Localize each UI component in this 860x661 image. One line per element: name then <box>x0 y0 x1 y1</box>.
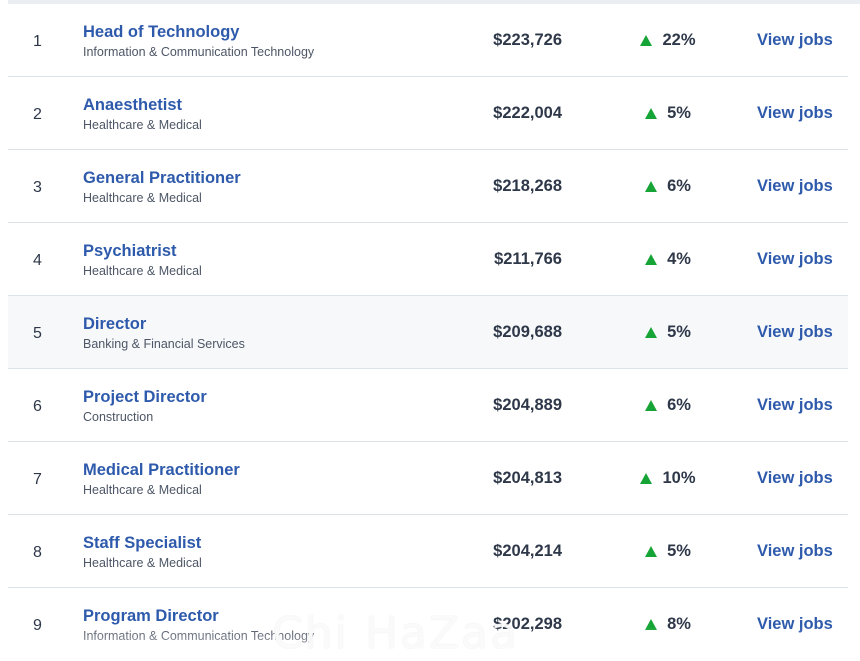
growth-percent: 22% <box>662 31 696 49</box>
up-arrow-icon <box>645 107 658 119</box>
view-jobs-link[interactable]: View jobs <box>757 250 833 268</box>
average-salary: $209,688 <box>493 323 562 341</box>
job-category: Healthcare & Medical <box>83 264 202 278</box>
view-jobs-link[interactable]: View jobs <box>757 104 833 122</box>
average-salary: $223,726 <box>493 31 562 49</box>
job-info: Psychiatrist Healthcare & Medical <box>83 241 423 279</box>
up-arrow-icon <box>645 545 658 557</box>
job-title-link[interactable]: Project Director <box>83 388 207 406</box>
table-row: 2 Anaesthetist Healthcare & Medical $222… <box>8 77 848 150</box>
up-arrow-icon <box>640 472 653 484</box>
rank-number: 2 <box>33 106 42 123</box>
average-salary: $204,813 <box>493 469 562 487</box>
growth-percent: 4% <box>667 250 691 268</box>
job-title-link[interactable]: Medical Practitioner <box>83 461 240 479</box>
rank-number: 3 <box>33 179 42 196</box>
view-jobs-link[interactable]: View jobs <box>757 615 833 633</box>
table-row: 5 Director Banking & Financial Services … <box>8 296 848 369</box>
job-category: Healthcare & Medical <box>83 118 202 132</box>
salary-growth: 10% <box>618 469 718 488</box>
job-title-link[interactable]: Psychiatrist <box>83 242 177 260</box>
job-info: Staff Specialist Healthcare & Medical <box>83 533 423 571</box>
table-row: 1 Head of Technology Information & Commu… <box>8 4 848 77</box>
growth-percent: 5% <box>667 542 691 560</box>
job-category: Information & Communication Technology <box>83 45 315 59</box>
job-category: Banking & Financial Services <box>83 337 245 351</box>
job-info: Director Banking & Financial Services <box>83 314 423 352</box>
growth-percent: 10% <box>662 469 696 487</box>
job-category: Healthcare & Medical <box>83 483 202 497</box>
job-info: Program Director Information & Communica… <box>83 606 423 644</box>
growth-percent: 8% <box>667 615 691 633</box>
salary-growth: 22% <box>618 31 718 50</box>
average-salary: $204,889 <box>493 396 562 414</box>
job-title-link[interactable]: General Practitioner <box>83 169 241 187</box>
view-jobs-link[interactable]: View jobs <box>757 469 833 487</box>
rank-number: 8 <box>33 544 42 561</box>
job-info: Head of Technology Information & Communi… <box>83 22 423 60</box>
job-title-link[interactable]: Director <box>83 315 147 333</box>
growth-percent: 5% <box>667 323 691 341</box>
table-row: 4 Psychiatrist Healthcare & Medical $211… <box>8 223 848 296</box>
growth-percent: 6% <box>667 396 691 414</box>
growth-percent: 6% <box>667 177 691 195</box>
job-category: Healthcare & Medical <box>83 191 202 205</box>
salary-growth: 5% <box>618 542 718 561</box>
job-info: Anaesthetist Healthcare & Medical <box>83 95 423 133</box>
job-title-link[interactable]: Anaesthetist <box>83 96 183 114</box>
rank-number: 9 <box>33 617 42 634</box>
average-salary: $222,004 <box>493 104 562 122</box>
average-salary: $211,766 <box>494 250 562 268</box>
salary-growth: 5% <box>618 104 718 123</box>
salary-growth: 4% <box>618 250 718 269</box>
job-category: Healthcare & Medical <box>83 556 202 570</box>
view-jobs-link[interactable]: View jobs <box>757 542 833 560</box>
job-category: Construction <box>83 410 154 424</box>
view-jobs-link[interactable]: View jobs <box>757 396 833 414</box>
table-row: 6 Project Director Construction $204,889… <box>8 369 848 442</box>
table-row: 9 Program Director Information & Communi… <box>8 588 848 661</box>
job-title-link[interactable]: Program Director <box>83 607 219 625</box>
average-salary: $218,268 <box>493 177 562 195</box>
up-arrow-icon <box>645 399 658 411</box>
up-arrow-icon <box>645 326 658 338</box>
job-category: Information & Communication Technology <box>83 629 315 643</box>
up-arrow-icon <box>645 253 658 265</box>
average-salary: $202,298 <box>493 615 562 633</box>
view-jobs-link[interactable]: View jobs <box>757 31 833 49</box>
salary-growth: 6% <box>618 177 718 196</box>
rank-number: 6 <box>33 398 42 415</box>
up-arrow-icon <box>640 34 653 46</box>
up-arrow-icon <box>645 618 658 630</box>
growth-percent: 5% <box>667 104 691 122</box>
view-jobs-link[interactable]: View jobs <box>757 323 833 341</box>
table-row: 3 General Practitioner Healthcare & Medi… <box>8 150 848 223</box>
rank-number: 7 <box>33 471 42 488</box>
job-title-link[interactable]: Head of Technology <box>83 23 240 41</box>
up-arrow-icon <box>645 180 658 192</box>
job-info: Medical Practitioner Healthcare & Medica… <box>83 460 423 498</box>
rank-number: 4 <box>33 252 42 269</box>
table-row: 8 Staff Specialist Healthcare & Medical … <box>8 515 848 588</box>
rank-number: 5 <box>33 325 42 342</box>
salary-growth: 8% <box>618 615 718 634</box>
job-info: Project Director Construction <box>83 387 423 425</box>
salary-table: 1 Head of Technology Information & Commu… <box>8 4 848 661</box>
rank-number: 1 <box>33 33 42 50</box>
average-salary: $204,214 <box>493 542 562 560</box>
table-top-edge <box>8 0 860 4</box>
view-jobs-link[interactable]: View jobs <box>757 177 833 195</box>
job-info: General Practitioner Healthcare & Medica… <box>83 168 423 206</box>
salary-growth: 5% <box>618 323 718 342</box>
job-title-link[interactable]: Staff Specialist <box>83 534 202 552</box>
salary-growth: 6% <box>618 396 718 415</box>
table-row: 7 Medical Practitioner Healthcare & Medi… <box>8 442 848 515</box>
